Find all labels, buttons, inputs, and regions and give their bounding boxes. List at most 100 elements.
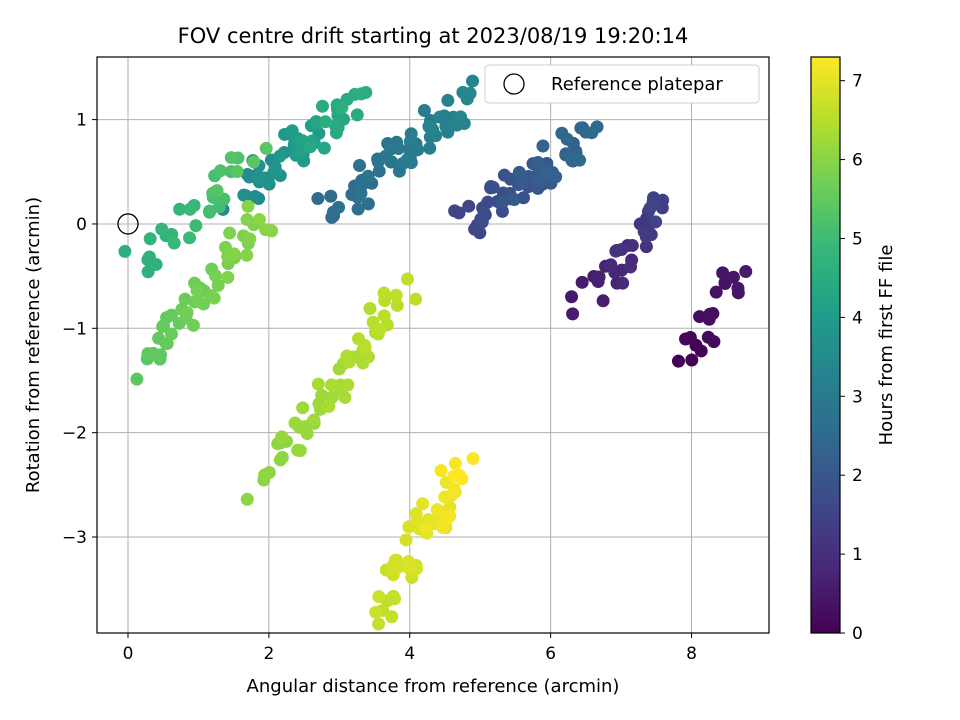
scatter-point	[649, 215, 663, 229]
scatter-point	[625, 238, 639, 252]
scatter-point	[463, 86, 477, 100]
y-tick-label: −1	[62, 319, 87, 339]
scatter-point	[440, 512, 454, 526]
scatter-point	[328, 119, 342, 133]
scatter-point	[252, 213, 266, 227]
scatter-point	[701, 330, 715, 344]
scatter-point	[726, 270, 740, 284]
scatter-point	[297, 154, 311, 168]
scatter-point	[155, 222, 169, 236]
scatter-point	[363, 301, 377, 315]
colorbar: 0 1 2 3 4 5 6 7 Hours from first FF file	[810, 56, 897, 644]
scatter-point	[156, 320, 170, 334]
scatter-point	[549, 170, 563, 184]
scatter-point	[590, 120, 604, 134]
colorbar-gradient	[811, 57, 840, 633]
scatter-point	[391, 560, 405, 574]
scatter-point	[685, 353, 699, 367]
scatter-point	[531, 155, 545, 169]
colorbar-tick-label: 0	[852, 624, 863, 644]
reference-platepar-marker	[117, 213, 139, 235]
scatter-point	[423, 141, 437, 155]
x-tick-label: 2	[263, 644, 274, 664]
scatter-point	[592, 270, 606, 284]
scatter-point	[230, 164, 244, 178]
scatter-point	[462, 199, 476, 213]
scatter-point	[399, 533, 413, 547]
scatter-point	[416, 497, 430, 511]
scatter-point	[315, 99, 329, 113]
scatter-point	[377, 309, 391, 323]
scatter-point	[616, 276, 630, 290]
scatter-point	[191, 294, 205, 308]
colorbar-label: Hours from first FF file	[876, 245, 897, 446]
colorbar-frame	[810, 56, 841, 634]
scatter-point	[307, 413, 321, 427]
scatter-point	[167, 236, 181, 250]
scatter-point	[703, 307, 717, 321]
scatter-point	[417, 104, 431, 118]
chart-title: FOV centre drift starting at 2023/08/19 …	[178, 24, 689, 48]
y-axis-label: Rotation from reference (arcmin)	[23, 197, 44, 493]
scatter-point	[448, 456, 462, 470]
scatter-point	[341, 378, 355, 392]
scatter-point	[507, 193, 521, 207]
scatter-point	[400, 153, 414, 167]
scatter-point	[466, 452, 480, 466]
x-tick-label: 6	[545, 644, 556, 664]
scatter-point	[130, 372, 144, 386]
scatter-point	[576, 121, 590, 135]
scatter-point	[265, 224, 279, 238]
y-tick-label: −2	[62, 424, 87, 444]
scatter-point	[247, 155, 261, 169]
scatter-point	[477, 206, 491, 220]
scatter-point	[573, 153, 587, 167]
scatter-point	[288, 416, 302, 430]
y-axis-ticks: −3 −2 −1 0 1	[62, 111, 97, 548]
scatter-point	[180, 305, 194, 319]
scatter-point	[361, 169, 375, 183]
scatter-point	[517, 175, 531, 189]
x-axis-ticks: 0 2 4 6 8	[123, 633, 697, 664]
scatter-point	[369, 605, 383, 619]
scatter-point	[186, 318, 200, 332]
scatter-point	[223, 226, 237, 240]
scatter-point	[248, 190, 262, 204]
scatter-point	[338, 390, 352, 404]
scatter-point	[213, 164, 227, 178]
colorbar-tick-label: 6	[852, 151, 863, 171]
scatter-point	[317, 141, 331, 155]
x-tick-label: 0	[123, 644, 134, 664]
scatter-point	[409, 507, 423, 521]
scatter-point	[221, 270, 235, 284]
scatter-point	[358, 340, 372, 354]
scatter-point	[190, 284, 204, 298]
scatter-point	[258, 468, 272, 482]
scatter-point	[372, 590, 386, 604]
scatter-point	[596, 294, 610, 308]
plot-frame	[96, 56, 770, 634]
scatter-point	[424, 120, 438, 134]
scatter-point	[311, 192, 325, 206]
scatter-point	[325, 378, 339, 392]
scatter-point	[716, 266, 730, 280]
scatter-point	[694, 344, 708, 358]
legend-marker	[503, 73, 525, 95]
scatter-point	[224, 151, 238, 165]
y-tick-label: −3	[62, 528, 87, 548]
scatter-point	[377, 286, 391, 300]
scatter-point	[146, 346, 160, 360]
scatter-point	[183, 202, 197, 216]
scatter-point	[165, 327, 179, 341]
scatter-point	[637, 224, 651, 238]
scatter-point	[373, 323, 387, 337]
x-tick-label: 4	[404, 644, 415, 664]
scatter-point	[496, 195, 510, 209]
scatter-point	[259, 141, 273, 155]
colorbar-tick-label: 4	[852, 308, 863, 328]
scatter-point	[536, 139, 550, 153]
scatter-point	[251, 169, 265, 183]
scatter-point	[240, 213, 254, 227]
scatter-point	[466, 74, 480, 88]
colorbar-tick-label: 2	[852, 466, 863, 486]
